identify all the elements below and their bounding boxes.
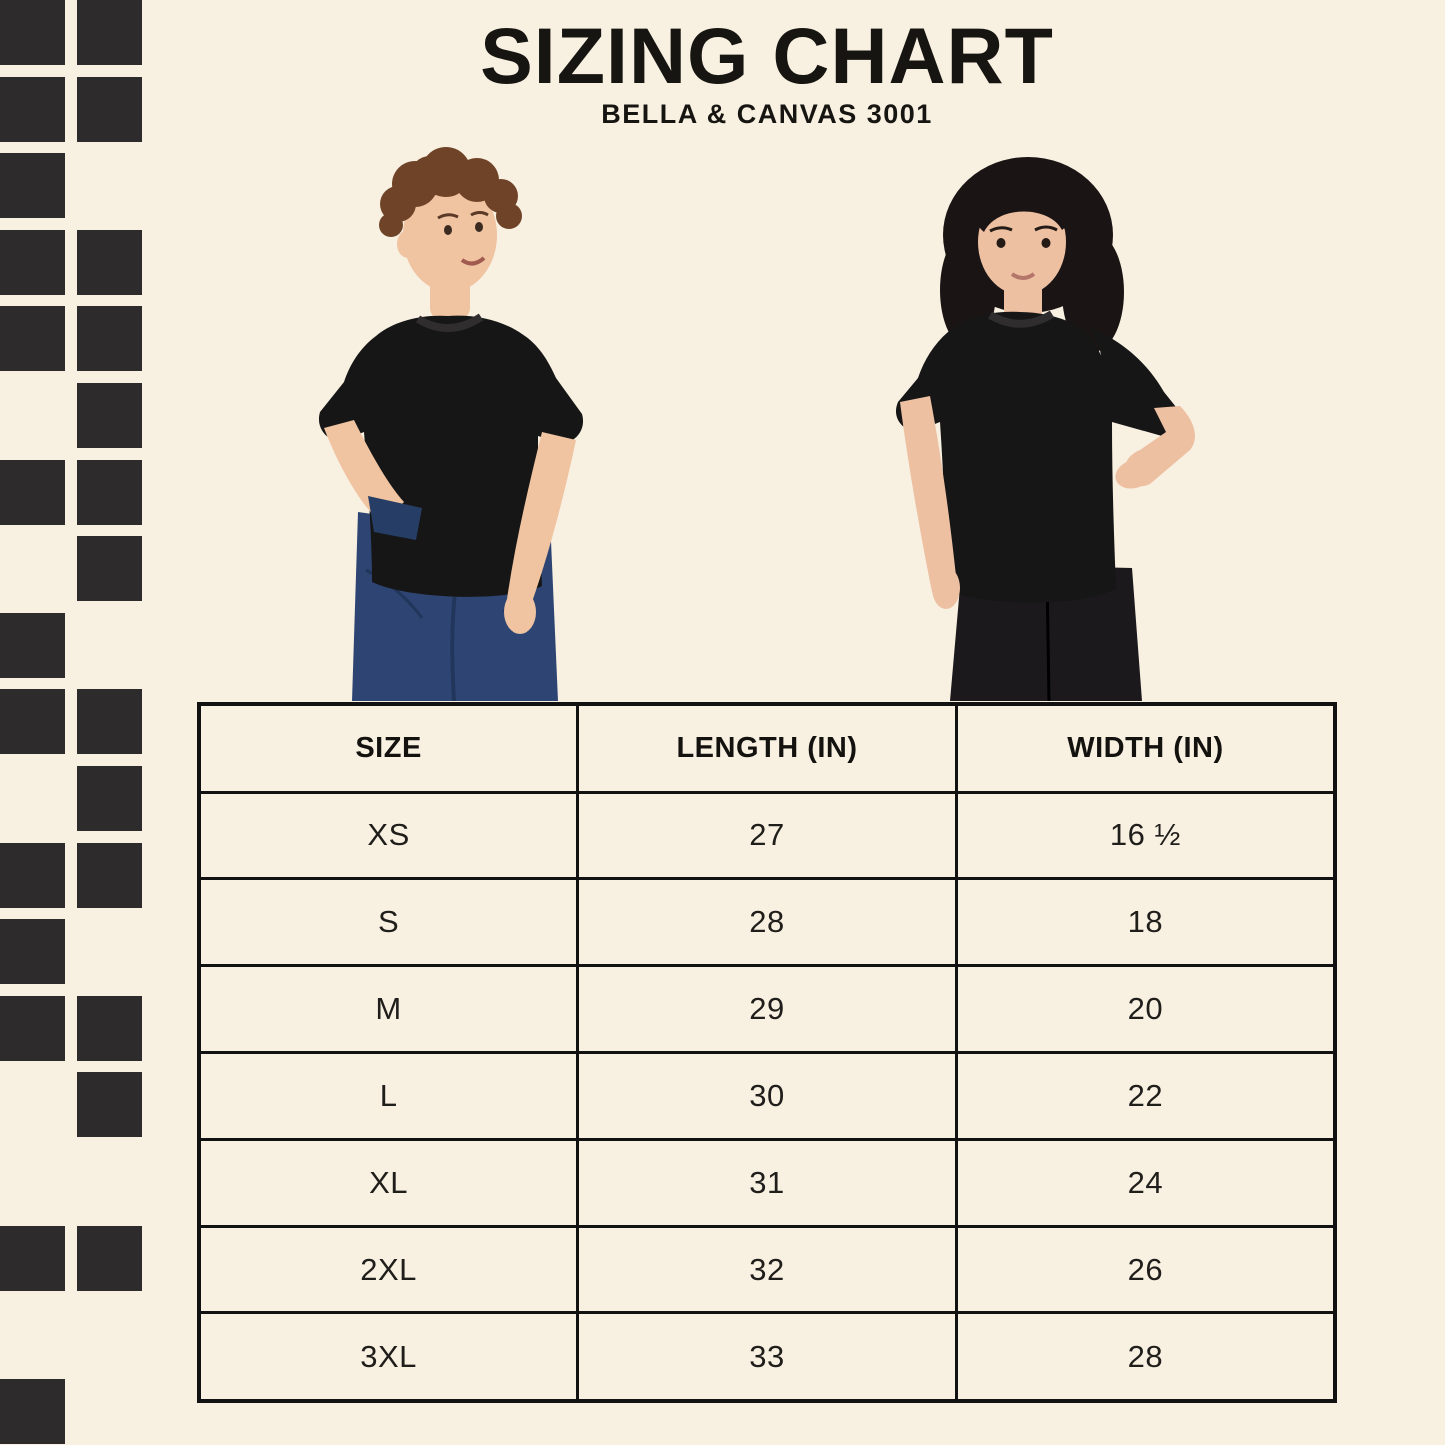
table-row: 3XL 33 28	[197, 1311, 1337, 1403]
table-row: L 30 22	[197, 1050, 1337, 1141]
length-cell: 27	[576, 790, 958, 881]
pattern-square	[0, 996, 65, 1061]
pattern-square	[77, 230, 142, 295]
pattern-square	[0, 153, 65, 218]
table-row: 2XL 32 26	[197, 1224, 1337, 1315]
pattern-square	[0, 230, 65, 295]
male-face-features	[437, 211, 489, 266]
pattern-square	[77, 77, 142, 142]
header-row: SIZE LENGTH (IN) WIDTH (IN)	[197, 702, 1337, 794]
pattern-square	[77, 536, 142, 601]
male-hair	[379, 147, 522, 237]
length-column-header: LENGTH (IN)	[576, 702, 958, 794]
pattern-square	[0, 77, 65, 142]
female-bangs	[974, 174, 1071, 232]
width-cell: 16 ½	[954, 790, 1337, 881]
size-cell: XL	[197, 1137, 580, 1228]
female-hair-side	[1062, 226, 1096, 316]
width-cell: 26	[954, 1224, 1337, 1315]
table-row: XL 31 24	[197, 1137, 1337, 1228]
pattern-square	[0, 689, 65, 754]
pattern-square	[77, 383, 142, 448]
female-head	[974, 174, 1096, 316]
size-column-header: SIZE	[197, 702, 580, 794]
length-cell: 29	[576, 964, 958, 1054]
width-cell: 24	[954, 1137, 1337, 1228]
table-row: S 28 18	[197, 877, 1337, 968]
pattern-square	[77, 460, 142, 525]
width-cell: 20	[954, 964, 1337, 1054]
pattern-square	[77, 996, 142, 1061]
sizing-table-header: SIZE LENGTH (IN) WIDTH (IN)	[197, 702, 1337, 794]
content-area: SIZING CHART BELLA & CANVAS 3001	[197, 0, 1337, 1445]
male-arms	[324, 420, 576, 634]
size-cell: L	[197, 1050, 580, 1141]
pattern-square	[77, 306, 142, 371]
table-row: M 29 20	[197, 964, 1337, 1054]
table-row: XS 27 16 ½	[197, 790, 1337, 881]
pattern-square	[0, 613, 65, 678]
width-column-header: WIDTH (IN)	[954, 702, 1337, 794]
length-cell: 33	[576, 1311, 958, 1403]
width-cell: 22	[954, 1050, 1337, 1141]
pattern-square	[0, 460, 65, 525]
pattern-square	[0, 919, 65, 984]
length-cell: 30	[576, 1050, 958, 1141]
pattern-square	[77, 1072, 142, 1137]
page-title: SIZING CHART	[480, 11, 1054, 100]
male-model-photo	[318, 147, 584, 701]
length-cell: 32	[576, 1224, 958, 1315]
page-subtitle: BELLA & CANVAS 3001	[601, 99, 933, 129]
pattern-square	[77, 689, 142, 754]
pattern-square	[0, 843, 65, 908]
width-cell: 28	[954, 1311, 1337, 1403]
width-cell: 18	[954, 877, 1337, 968]
pattern-square	[77, 766, 142, 831]
pattern-square	[0, 1226, 65, 1291]
female-face-features	[989, 225, 1058, 280]
size-cell: 2XL	[197, 1224, 580, 1315]
size-cell: S	[197, 877, 580, 968]
length-cell: 28	[576, 877, 958, 968]
pattern-square	[77, 0, 142, 65]
pattern-square	[77, 843, 142, 908]
size-cell: M	[197, 964, 580, 1054]
female-model-photo	[895, 157, 1195, 701]
pattern-square	[0, 306, 65, 371]
sizing-table: SIZE LENGTH (IN) WIDTH (IN) XS 27 16 ½ S 28 1…	[197, 702, 1337, 1403]
pattern-square	[0, 0, 65, 65]
male-head	[379, 147, 522, 292]
pattern-square	[77, 1226, 142, 1291]
size-cell: XS	[197, 790, 580, 881]
length-cell: 31	[576, 1137, 958, 1228]
female-arms	[900, 396, 1195, 609]
size-cell: 3XL	[197, 1311, 580, 1403]
pattern-square	[0, 1379, 65, 1444]
sizing-table-body: XS 27 16 ½ S 28 18 M 29 20 L 30 22 XL 31 24 2XL 32 26 3XL 3…	[197, 790, 1337, 1403]
